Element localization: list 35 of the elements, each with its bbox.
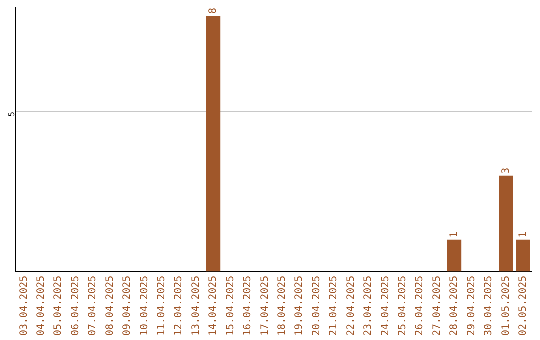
x-tick-label: 05.04.2025 <box>53 276 64 336</box>
x-tick-label: 06.04.2025 <box>70 276 82 336</box>
data-label: 8 <box>208 8 220 14</box>
x-tick-label: 11.04.2025 <box>156 276 168 336</box>
x-tick-label: 19.04.2025 <box>294 276 306 336</box>
x-tick-label: 12.04.2025 <box>174 276 185 336</box>
x-tick-label: 29.04.2025 <box>466 276 478 336</box>
x-tick-label: 13.04.2025 <box>190 276 202 336</box>
x-tick-label: 28.04.2025 <box>449 276 460 336</box>
data-label: 1 <box>449 232 460 238</box>
x-tick-label: 01.05.2025 <box>500 276 512 336</box>
x-tick-label: 30.04.2025 <box>484 276 495 336</box>
x-tick-label: 24.04.2025 <box>380 276 392 336</box>
data-label: 3 <box>500 168 512 174</box>
x-tick-label: 03.04.2025 <box>18 276 30 336</box>
x-tick-label: 25.04.2025 <box>397 276 408 336</box>
x-tick-label: 27.04.2025 <box>432 276 443 336</box>
x-tick-label: 10.04.2025 <box>139 276 150 336</box>
x-tick-label: 07.04.2025 <box>88 276 99 336</box>
x-tick-label: 15.04.2025 <box>225 276 236 336</box>
x-tick-label: 04.04.2025 <box>36 276 48 336</box>
x-tick-label: 18.04.2025 <box>277 276 288 336</box>
x-tick-label: 26.04.2025 <box>414 276 426 336</box>
x-tick-label: 20.04.2025 <box>311 276 322 336</box>
x-tick-label: 22.04.2025 <box>346 276 357 336</box>
y-tick-label: 5 <box>8 112 17 117</box>
x-tick-label: 08.04.2025 <box>104 276 116 336</box>
x-tick-label: 23.04.2025 <box>363 276 374 336</box>
x-tick-label: 16.04.2025 <box>242 276 254 336</box>
x-tick-label: 14.04.2025 <box>208 276 220 336</box>
x-tick-label: 02.05.2025 <box>518 276 529 336</box>
x-tick-label: 17.04.2025 <box>260 276 271 336</box>
data-label: 1 <box>518 232 529 238</box>
x-tick-label: 09.04.2025 <box>122 276 134 336</box>
x-tick-label: 21.04.2025 <box>328 276 340 336</box>
